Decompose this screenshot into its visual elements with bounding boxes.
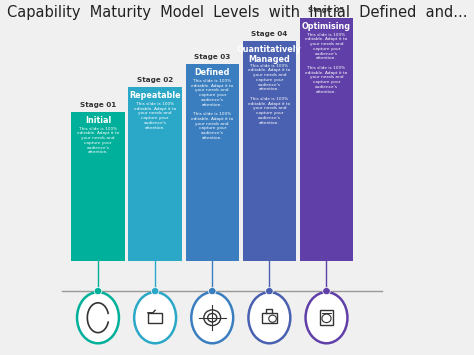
Circle shape [265, 288, 273, 295]
FancyBboxPatch shape [128, 87, 182, 261]
Text: Repeatable: Repeatable [129, 91, 181, 100]
Text: This slide is 100%
editable. Adapt it to
your needs and
capture your
audience's
: This slide is 100% editable. Adapt it to… [305, 33, 347, 94]
Ellipse shape [248, 292, 290, 343]
Text: Initial: Initial [85, 116, 111, 125]
Text: Defined: Defined [194, 68, 230, 77]
Text: This slide is 100%
editable. Adapt it to
your needs and
capture your
audience's
: This slide is 100% editable. Adapt it to… [248, 64, 291, 125]
FancyBboxPatch shape [186, 64, 239, 261]
Text: This slide is 100%
editable. Adapt it to
your needs and
capture your
audience's
: This slide is 100% editable. Adapt it to… [134, 102, 176, 130]
Text: Capability  Maturity  Model  Levels  with  Initial  Defined  and...: Capability Maturity Model Levels with In… [7, 5, 467, 20]
Text: Stage 04: Stage 04 [251, 31, 288, 37]
Text: This slide is 100%
editable. Adapt it to
your needs and
capture your
audience's
: This slide is 100% editable. Adapt it to… [191, 79, 233, 140]
Ellipse shape [134, 292, 176, 343]
FancyBboxPatch shape [300, 18, 353, 261]
Text: Quantitatively
Managed: Quantitatively Managed [237, 45, 302, 65]
Circle shape [94, 288, 102, 295]
Text: Stage 03: Stage 03 [194, 54, 230, 60]
Ellipse shape [306, 292, 347, 343]
Text: Optimising: Optimising [302, 22, 351, 31]
Text: Stage 02: Stage 02 [137, 77, 173, 83]
Ellipse shape [77, 292, 119, 343]
FancyBboxPatch shape [243, 41, 296, 261]
Ellipse shape [191, 292, 233, 343]
Circle shape [209, 288, 216, 295]
Text: Stage 05: Stage 05 [308, 7, 345, 13]
Text: This slide is 100%
editable. Adapt it to
your needs and
capture your
audience's
: This slide is 100% editable. Adapt it to… [77, 127, 119, 154]
Text: Stage 01: Stage 01 [80, 102, 116, 108]
Circle shape [151, 288, 159, 295]
Circle shape [323, 288, 330, 295]
FancyBboxPatch shape [71, 112, 125, 261]
